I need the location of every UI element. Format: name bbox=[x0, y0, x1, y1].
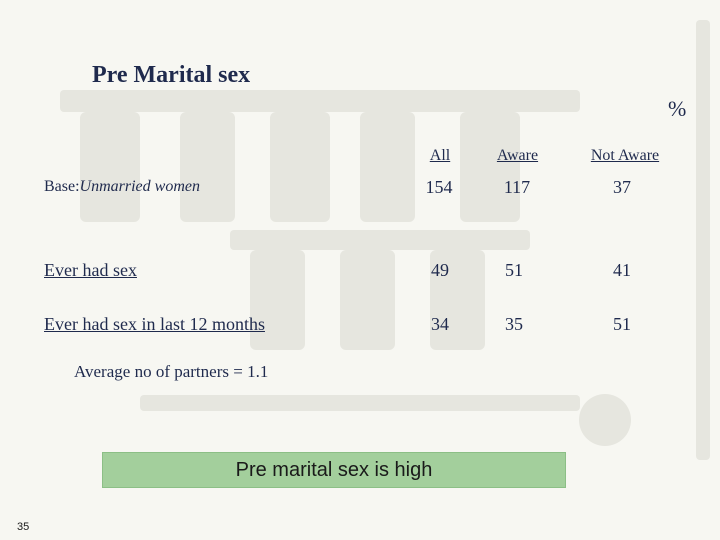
row-value-aware: 35 bbox=[505, 314, 523, 334]
base-value-aware: 117 bbox=[503, 177, 531, 197]
row-value-aware: 51 bbox=[505, 260, 523, 280]
row-label-ever-had-sex: Ever had sex bbox=[44, 260, 137, 280]
average-partners-note: Average no of partners = 1.1 bbox=[74, 362, 269, 381]
column-header-all: All bbox=[429, 147, 451, 164]
row-value-not-aware: 51 bbox=[613, 314, 631, 334]
base-value-not-aware: 37 bbox=[613, 177, 631, 197]
row-value-all: 49 bbox=[431, 260, 449, 280]
slide-title: Pre Marital sex bbox=[92, 62, 251, 88]
conclusion-banner: Pre marital sex is high bbox=[102, 452, 566, 488]
row-value-not-aware: 41 bbox=[613, 260, 631, 280]
base-label: Base:Unmarried women bbox=[44, 178, 200, 196]
column-header-not-aware: Not Aware bbox=[590, 147, 660, 164]
conclusion-text: Pre marital sex is high bbox=[235, 458, 433, 481]
row-value-all: 34 bbox=[431, 314, 449, 334]
unit-label: % bbox=[668, 96, 687, 121]
column-header-aware: Aware bbox=[496, 147, 539, 164]
base-label-prefix: Base: bbox=[44, 178, 80, 195]
base-value-all: 154 bbox=[425, 177, 453, 197]
row-label-last-12-months: Ever had sex in last 12 months bbox=[44, 314, 265, 334]
base-label-group: Unmarried women bbox=[79, 178, 200, 195]
page-number: 35 bbox=[17, 521, 30, 533]
